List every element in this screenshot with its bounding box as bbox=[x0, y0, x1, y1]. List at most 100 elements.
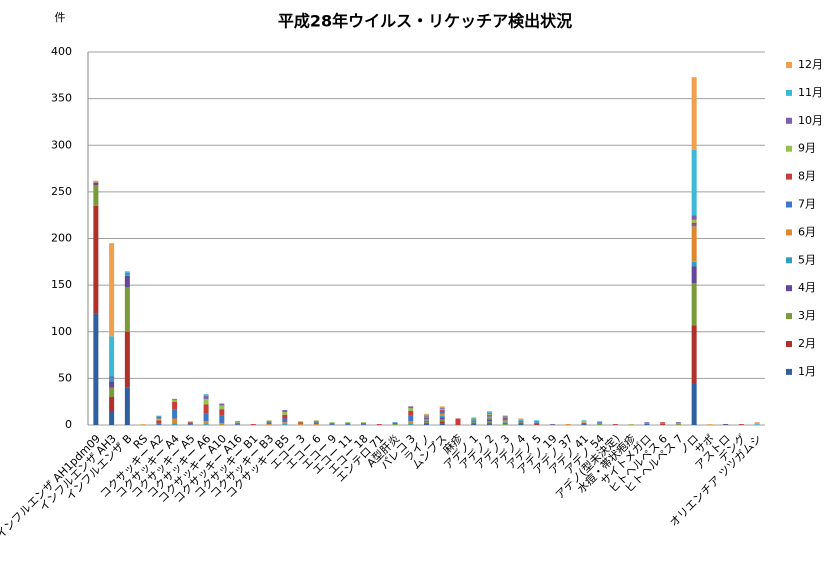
bar-segment bbox=[439, 410, 445, 412]
bar-segment bbox=[424, 424, 429, 425]
legend-swatch bbox=[786, 117, 792, 124]
legend-swatch bbox=[786, 201, 792, 208]
bar-segment bbox=[502, 416, 508, 418]
bar-segment bbox=[486, 414, 492, 416]
legend-label: 7月 bbox=[798, 198, 816, 211]
bar-segment bbox=[502, 418, 508, 421]
bar-segment bbox=[581, 421, 587, 423]
legend-swatch bbox=[786, 145, 792, 152]
bar-segment bbox=[376, 424, 382, 425]
bar-segment bbox=[534, 424, 540, 425]
bar-segment bbox=[424, 413, 429, 415]
bar-segment bbox=[675, 423, 681, 425]
bar-segment bbox=[502, 424, 508, 425]
y-tick-label: 300 bbox=[51, 138, 72, 151]
bar-segment bbox=[408, 421, 414, 425]
bar-segment bbox=[124, 272, 130, 274]
bar-segment bbox=[424, 420, 429, 422]
bar-segment bbox=[518, 420, 524, 422]
bar-segment bbox=[219, 423, 225, 425]
bar-segment bbox=[109, 387, 115, 398]
y-tick-label: 150 bbox=[51, 278, 72, 291]
bar-segment bbox=[581, 420, 587, 422]
bar-segment bbox=[486, 424, 492, 425]
bar-segment bbox=[675, 422, 681, 424]
bar-segment bbox=[486, 418, 492, 420]
bar-segment bbox=[675, 424, 681, 425]
bar-segment bbox=[172, 399, 178, 402]
bar-segment bbox=[486, 415, 492, 417]
legend-label: 12月 bbox=[798, 58, 823, 71]
bar-segment bbox=[549, 424, 555, 425]
bar-segment bbox=[486, 413, 492, 415]
bar-segment bbox=[313, 422, 319, 425]
bar-segment bbox=[691, 283, 697, 326]
bar-segment bbox=[345, 423, 351, 425]
legend-label: 10月 bbox=[798, 114, 823, 127]
bar-segment bbox=[203, 421, 209, 425]
bar-segment bbox=[124, 387, 130, 425]
bar-segment bbox=[424, 417, 429, 419]
bar-segment bbox=[124, 271, 130, 273]
bar-segment bbox=[250, 424, 256, 425]
bar-segment bbox=[424, 414, 429, 416]
bar-segment bbox=[471, 420, 477, 422]
bar-segment bbox=[109, 336, 115, 377]
bar-segment bbox=[313, 421, 319, 423]
bar-segment bbox=[518, 419, 524, 421]
bar-segment bbox=[597, 421, 603, 423]
bar-segment bbox=[471, 417, 477, 419]
bar-segment bbox=[109, 411, 115, 425]
bar-segment bbox=[329, 423, 335, 425]
legend-swatch bbox=[786, 257, 792, 264]
bar-segment bbox=[644, 422, 650, 424]
bar-segment bbox=[156, 420, 162, 424]
bar-segment bbox=[298, 424, 304, 425]
bar-segment bbox=[219, 405, 225, 410]
bar-segment bbox=[172, 423, 178, 425]
legend-swatch bbox=[786, 368, 792, 375]
bar-segment bbox=[534, 423, 540, 425]
bar-segment bbox=[439, 406, 445, 408]
bar-segment bbox=[424, 416, 429, 418]
legend-label: 2月 bbox=[798, 337, 816, 350]
bar-segment bbox=[754, 424, 760, 425]
legend-swatch bbox=[786, 341, 792, 347]
chart-title: 平成28年ウイルス・リケッチア検出状況 bbox=[278, 12, 572, 31]
bar-segment bbox=[109, 243, 115, 337]
bar-segment bbox=[691, 149, 697, 216]
bar-segment bbox=[298, 423, 304, 425]
bar-segment bbox=[124, 331, 130, 388]
bar-segment bbox=[518, 421, 524, 423]
bar-segment bbox=[187, 424, 193, 425]
bar-segment bbox=[298, 422, 304, 424]
bar-segment bbox=[361, 424, 367, 425]
bar-segment bbox=[691, 224, 697, 227]
bar-segment bbox=[424, 418, 429, 420]
legend-swatch bbox=[786, 173, 792, 180]
bar-segment bbox=[691, 325, 697, 384]
bar-segment bbox=[439, 421, 445, 424]
bar-segment bbox=[534, 422, 540, 424]
bar-segment bbox=[518, 423, 524, 425]
bar-segment bbox=[266, 421, 272, 423]
legend-swatch bbox=[786, 62, 792, 68]
bar-segment bbox=[172, 409, 178, 419]
bar-segment bbox=[219, 409, 225, 416]
bar-segment bbox=[471, 424, 477, 425]
bar-segment bbox=[486, 421, 492, 424]
bar-segment bbox=[518, 422, 524, 424]
bar-segment bbox=[282, 411, 288, 415]
legend-swatch bbox=[786, 285, 792, 292]
bar-segment bbox=[439, 413, 445, 416]
bar-segment bbox=[502, 417, 508, 419]
bar-segment bbox=[471, 423, 477, 425]
bar-segment bbox=[439, 409, 445, 411]
y-tick-label: 200 bbox=[51, 232, 72, 245]
bar-segment bbox=[156, 423, 162, 425]
legend-label: 4月 bbox=[798, 281, 816, 294]
bar-segment bbox=[282, 418, 288, 423]
bar-segment bbox=[392, 422, 398, 424]
bar-segment bbox=[502, 422, 508, 424]
legend-label: 8月 bbox=[798, 170, 816, 183]
